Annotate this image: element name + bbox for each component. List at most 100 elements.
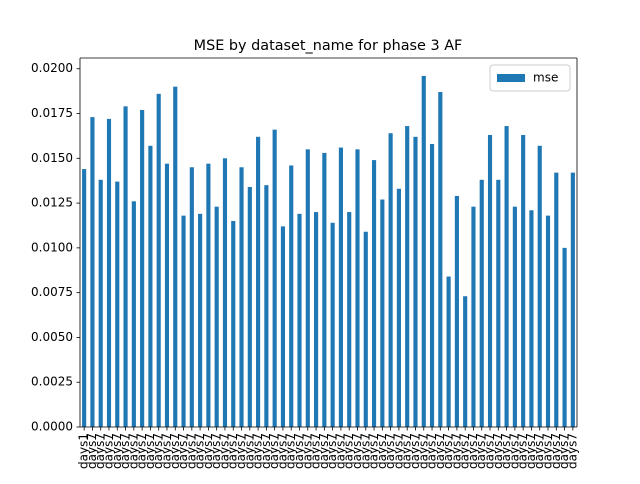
bar bbox=[388, 133, 393, 427]
x-tick-label: days7 bbox=[391, 433, 405, 469]
bar bbox=[222, 158, 228, 428]
x-tick-label: days7 bbox=[425, 433, 439, 469]
x-tick-label: days7 bbox=[259, 433, 273, 469]
bar bbox=[297, 213, 302, 427]
x-tick-label: days7 bbox=[458, 433, 472, 469]
x-tick-label: days7 bbox=[143, 433, 157, 469]
x-tick-label: days7 bbox=[176, 433, 190, 469]
x-tick-label: days7 bbox=[433, 433, 447, 469]
x-tick-label: days7 bbox=[524, 433, 538, 469]
bar bbox=[355, 149, 360, 427]
x-tick-label: days7 bbox=[151, 433, 165, 469]
bar bbox=[421, 75, 426, 427]
bar bbox=[106, 118, 112, 427]
y-tick-label: 0.0125 bbox=[31, 196, 73, 210]
legend-box bbox=[489, 64, 571, 92]
x-tick-label: days1 bbox=[77, 433, 91, 469]
bar bbox=[280, 226, 286, 427]
bar bbox=[363, 231, 368, 427]
bar bbox=[529, 210, 534, 427]
bar bbox=[537, 145, 542, 427]
bar bbox=[214, 206, 219, 427]
x-tick-label: days7 bbox=[549, 433, 563, 469]
x-tick-label: days7 bbox=[516, 433, 530, 469]
bar bbox=[405, 126, 410, 427]
bar bbox=[173, 86, 178, 428]
bar bbox=[156, 93, 161, 427]
bar bbox=[115, 181, 120, 427]
bar bbox=[446, 276, 451, 427]
x-tick-label: days7 bbox=[367, 433, 381, 469]
x-tick-label: days7 bbox=[507, 433, 521, 469]
x-tick-label: days7 bbox=[267, 433, 281, 469]
bar bbox=[554, 172, 559, 427]
bar bbox=[413, 136, 418, 427]
x-tick-label: days7 bbox=[101, 433, 115, 469]
bar bbox=[314, 212, 319, 427]
bar bbox=[123, 106, 128, 427]
bar bbox=[322, 152, 327, 427]
bar bbox=[347, 212, 352, 427]
y-tick-label: 0.0175 bbox=[31, 106, 73, 120]
x-tick-label: days7 bbox=[416, 433, 430, 469]
bar bbox=[239, 167, 244, 428]
bar bbox=[90, 117, 95, 428]
bar bbox=[396, 188, 401, 427]
x-tick-label: days7 bbox=[93, 433, 107, 469]
y-tick-label: 0.0075 bbox=[31, 285, 73, 299]
x-tick-label: days7 bbox=[275, 433, 289, 469]
bar bbox=[338, 147, 343, 427]
x-tick-label: days7 bbox=[400, 433, 414, 469]
x-tick-label: days7 bbox=[135, 433, 149, 469]
bar bbox=[330, 222, 335, 427]
bar bbox=[131, 201, 136, 427]
x-tick-label: days7 bbox=[234, 433, 248, 469]
bar bbox=[479, 179, 484, 427]
bar bbox=[231, 221, 236, 427]
x-tick-label: days7 bbox=[217, 433, 231, 469]
bar bbox=[454, 195, 459, 427]
x-tick-label: days7 bbox=[284, 433, 298, 469]
legend-swatch bbox=[497, 74, 525, 82]
y-tick-label: 0.0050 bbox=[31, 330, 73, 344]
x-tick-label: days7 bbox=[491, 433, 505, 469]
bar bbox=[189, 167, 194, 428]
x-tick-label: days7 bbox=[118, 433, 132, 469]
x-tick-label: days7 bbox=[565, 433, 579, 469]
bar bbox=[181, 215, 186, 427]
y-tick-label: 0.0025 bbox=[31, 375, 73, 389]
x-tick-label: days7 bbox=[126, 433, 140, 469]
x-tick-label: days7 bbox=[333, 433, 347, 469]
bar bbox=[256, 136, 261, 427]
bar bbox=[429, 143, 435, 427]
legend-label: mse bbox=[533, 71, 558, 85]
x-tick-label: days7 bbox=[325, 433, 339, 469]
bar bbox=[198, 213, 203, 427]
bar bbox=[272, 129, 277, 427]
x-tick-label: days7 bbox=[483, 433, 497, 469]
bar bbox=[545, 215, 551, 427]
x-tick-label: days7 bbox=[350, 433, 364, 469]
x-tick-label: days7 bbox=[358, 433, 372, 469]
bar bbox=[247, 186, 252, 427]
bar bbox=[496, 179, 501, 427]
bar bbox=[512, 206, 517, 427]
x-tick-label: days7 bbox=[383, 433, 397, 469]
x-tick-label: days7 bbox=[466, 433, 480, 469]
bar bbox=[98, 179, 103, 427]
bar bbox=[140, 109, 145, 428]
bar bbox=[521, 135, 526, 427]
x-tick-label: days7 bbox=[251, 433, 265, 469]
x-tick-label: days7 bbox=[168, 433, 182, 469]
x-tick-label: days7 bbox=[159, 433, 173, 469]
x-tick-label: days7 bbox=[85, 433, 99, 469]
x-tick-label: days7 bbox=[226, 433, 240, 469]
y-tick-label: 0.0150 bbox=[31, 151, 73, 165]
x-tick-label: days7 bbox=[375, 433, 389, 469]
bar bbox=[562, 247, 567, 427]
x-tick-label: days7 bbox=[541, 433, 555, 469]
x-tick-label: days7 bbox=[557, 433, 571, 469]
x-tick-label: days7 bbox=[292, 433, 306, 469]
x-tick-label: days7 bbox=[449, 433, 463, 469]
